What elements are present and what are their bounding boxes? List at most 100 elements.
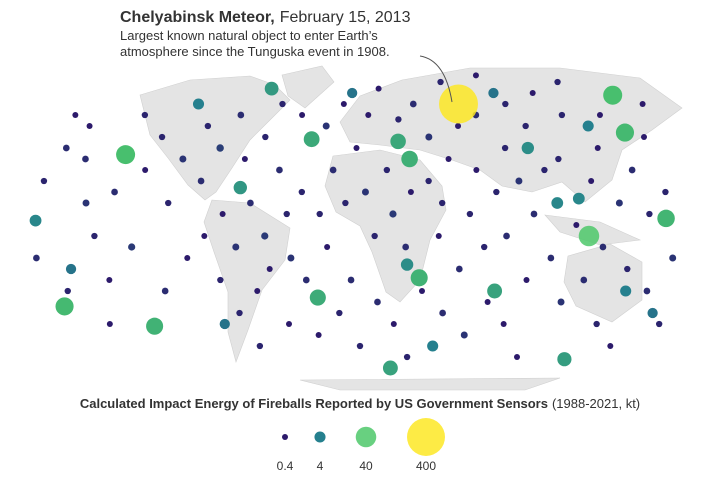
impact-point — [541, 166, 548, 174]
impact-point — [435, 233, 442, 239]
impact-point — [515, 177, 523, 185]
impact-point — [128, 243, 136, 251]
impact-point — [455, 123, 462, 129]
impact-point — [402, 243, 410, 251]
impact-point — [439, 84, 478, 124]
impact-point — [64, 287, 71, 295]
land — [139, 65, 683, 391]
impact-point — [40, 177, 48, 185]
impact-point — [484, 299, 491, 305]
impact-point — [86, 123, 93, 129]
impact-point — [521, 141, 535, 155]
impact-point — [216, 144, 224, 152]
impact-point — [256, 342, 264, 350]
impact-point — [33, 254, 40, 262]
impact-point — [639, 101, 646, 107]
impact-point — [233, 180, 247, 195]
impact-point — [276, 166, 283, 174]
impact-point — [111, 188, 118, 196]
impact-point — [662, 188, 669, 196]
impact-point — [439, 309, 446, 317]
impact-point — [572, 192, 585, 205]
impact-point — [342, 199, 349, 207]
legend-label: 400 — [416, 459, 436, 473]
impact-point — [91, 232, 98, 240]
impact-point — [219, 211, 226, 217]
impact-point — [62, 144, 70, 152]
impact-point — [487, 283, 503, 299]
impact-point — [254, 288, 261, 294]
impact-point — [82, 155, 89, 163]
impact-point — [493, 188, 500, 196]
impact-point — [329, 166, 337, 174]
impact-point — [161, 287, 169, 295]
impact-point — [410, 269, 428, 287]
impact-point — [407, 189, 414, 195]
impact-point — [303, 131, 320, 148]
impact-point — [55, 297, 74, 316]
impact-point — [647, 307, 658, 319]
impact-point — [217, 276, 224, 284]
impact-point — [309, 289, 326, 306]
impact-point — [158, 133, 166, 141]
impact-point — [383, 166, 391, 174]
impact-point — [418, 288, 425, 294]
impact-point — [375, 85, 382, 92]
impact-point — [655, 320, 663, 328]
impact-point — [184, 255, 191, 261]
impact-point — [65, 263, 77, 275]
impact-point — [473, 167, 480, 173]
impact-point — [82, 199, 90, 207]
impact-point — [315, 332, 322, 338]
impact-point — [395, 116, 402, 123]
impact-point — [347, 87, 358, 99]
impact-point — [646, 210, 653, 218]
impact-point — [488, 87, 499, 99]
impact-point — [356, 342, 364, 350]
impact-point — [322, 122, 330, 130]
impact-point — [400, 258, 414, 271]
impact-point — [219, 318, 230, 330]
impact-point — [365, 112, 372, 118]
impact-point — [116, 145, 136, 165]
impact-point — [624, 265, 631, 273]
annotation-line: atmosphere since the Tunguska event in 1… — [120, 44, 390, 59]
impact-point — [460, 331, 468, 339]
impact-point — [409, 100, 417, 108]
impact-point — [390, 321, 397, 327]
impact-point — [620, 285, 632, 297]
impact-point — [603, 85, 623, 105]
impact-point — [445, 156, 452, 162]
impact-point — [588, 178, 595, 184]
impact-point — [523, 277, 530, 283]
impact-point — [262, 133, 269, 141]
legend-subtitle: (1988-2021, kt) — [552, 396, 640, 411]
impact-point — [503, 232, 510, 240]
impact-point — [247, 199, 254, 207]
legend-swatch — [314, 431, 326, 443]
impact-point — [502, 100, 509, 108]
impact-point — [425, 133, 433, 141]
impact-point — [353, 145, 360, 151]
impact-point — [643, 287, 651, 295]
impact-point — [641, 134, 648, 140]
annotation-date: February 15, 2013 — [280, 9, 411, 26]
impact-point — [299, 112, 306, 118]
annotation-heading: Chelyabinsk Meteor, February 15, 2013 — [120, 9, 411, 26]
impact-point — [106, 277, 113, 283]
impact-point — [403, 353, 411, 361]
impact-point — [204, 122, 212, 130]
impact-point — [316, 210, 323, 218]
impact-point — [324, 244, 331, 250]
impact-point — [201, 233, 208, 239]
impact-point — [657, 209, 675, 228]
impact-point — [425, 177, 432, 185]
impact-point — [522, 122, 529, 130]
impact-point — [374, 298, 381, 306]
impact-point — [72, 112, 79, 118]
impact-point — [192, 98, 205, 110]
annotation-line: Largest known natural object to enter Ea… — [120, 28, 378, 43]
impact-point — [146, 317, 164, 335]
impact-point — [615, 123, 635, 142]
impact-point — [241, 156, 248, 162]
